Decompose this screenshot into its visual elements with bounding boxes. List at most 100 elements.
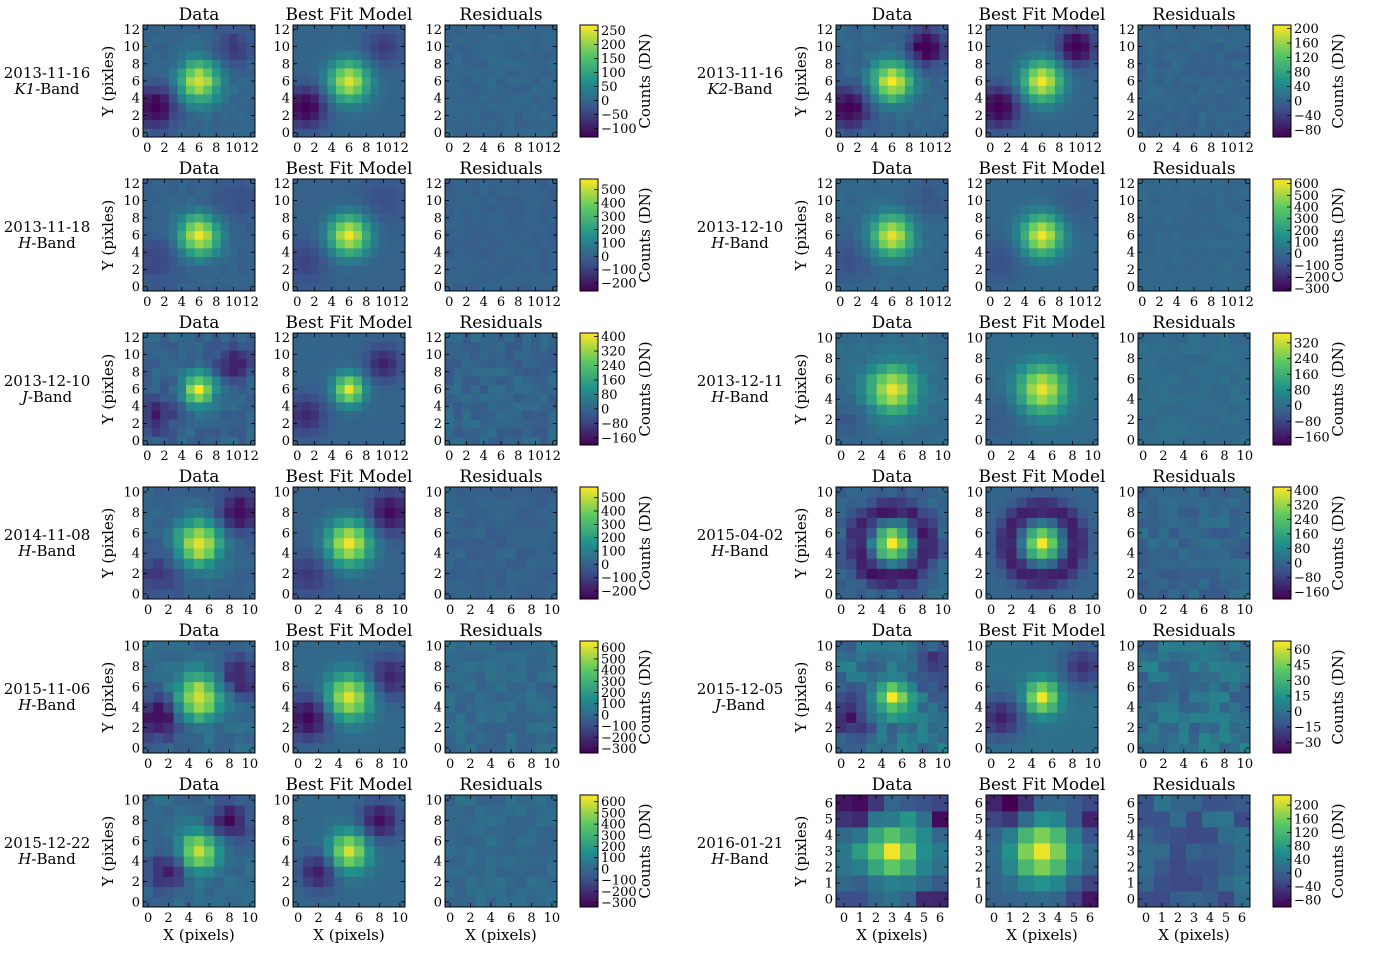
heatmap-cell (939, 102, 949, 112)
heatmap-cell (531, 59, 541, 69)
heatmap-cell (1189, 273, 1199, 283)
heatmap-cell (856, 404, 867, 415)
heatmap-cell (913, 128, 923, 138)
heatmap-cell (488, 282, 498, 292)
heatmap-cell (485, 588, 497, 600)
heatmap-cell (907, 333, 918, 344)
heatmap-cell (193, 578, 205, 590)
heatmap-cell (186, 102, 196, 112)
heatmap-cell (1138, 119, 1148, 129)
heatmap-cell (1172, 247, 1182, 257)
heatmap-cell (344, 282, 354, 292)
heatmap-cell (548, 204, 558, 214)
heatmap-cell (846, 383, 857, 395)
heatmap-cell (986, 68, 996, 78)
heatmap-cell (214, 517, 225, 529)
heatmap-cell (479, 196, 489, 206)
heatmap-cell (475, 517, 487, 529)
heatmap-cell (237, 119, 247, 129)
heatmap-cell (379, 384, 389, 394)
heatmap-cell (323, 661, 335, 672)
heatmap-cell (853, 50, 863, 60)
heatmap-cell (173, 671, 185, 683)
heatmap-cell (246, 282, 256, 292)
heatmap-cell (1080, 213, 1090, 223)
x-tick-label: 4 (871, 295, 879, 310)
heatmap-cell (353, 204, 363, 214)
heatmap-cell (387, 42, 397, 52)
heatmap-cell (548, 93, 558, 103)
heatmap-cell (495, 537, 507, 549)
heatmap-cell (153, 886, 164, 898)
heatmap-cell (844, 222, 854, 232)
heatmap-cell (168, 50, 178, 60)
heatmap-cell (495, 641, 507, 652)
heatmap-cell (244, 795, 256, 806)
heatmap-cell (1224, 247, 1234, 257)
row-date-label: 2014-11-08 (4, 526, 90, 544)
heatmap-cell (313, 835, 324, 847)
heatmap-cell (1181, 42, 1191, 52)
heatmap-cell (370, 196, 380, 206)
heatmap-cell (310, 59, 320, 69)
heatmap-cell (513, 436, 523, 446)
heatmap-cell (220, 25, 230, 35)
heatmap-cell (183, 651, 195, 662)
heatmap-cell (364, 537, 375, 549)
heatmap-cell (168, 25, 178, 35)
heatmap-cell (1163, 68, 1173, 78)
heatmap-cell (479, 384, 489, 394)
heatmap-cell (303, 537, 314, 549)
heatmap-cell (516, 558, 527, 569)
heatmap-cell (1037, 102, 1047, 112)
heatmap-cell (293, 671, 304, 683)
heatmap-cell (143, 341, 153, 351)
heatmap-cell (939, 265, 949, 275)
heatmap-cell (453, 419, 463, 429)
heatmap-cell (168, 85, 178, 95)
heatmap-cell (546, 651, 558, 662)
heatmap-cell (453, 367, 463, 377)
heatmap-cell (303, 487, 314, 498)
heatmap-cell (1080, 282, 1090, 292)
heatmap-cell (193, 712, 205, 723)
heatmap-cell (344, 102, 354, 112)
heatmap-cell (853, 102, 863, 112)
heatmap-cell (353, 350, 363, 360)
heatmap-cell (516, 896, 527, 908)
heatmap-cell (364, 558, 375, 569)
heatmap-cell (994, 68, 1004, 78)
y-tick-label: 0 (434, 280, 442, 295)
heatmap-cell (379, 282, 389, 292)
heatmap-cell (539, 68, 549, 78)
heatmap-cell (370, 25, 380, 35)
heatmap-cell (193, 568, 205, 580)
heatmap-cell (354, 548, 365, 559)
heatmap-cell (224, 578, 236, 590)
heatmap-cell (539, 179, 549, 189)
heatmap-cell (866, 353, 878, 364)
heatmap-cell (1198, 42, 1208, 52)
heatmap-cell (1241, 179, 1251, 189)
heatmap-cell (994, 204, 1004, 214)
heatmap-cell (870, 50, 880, 60)
x-tick-label: 0 (445, 141, 453, 156)
heatmap-cell (183, 548, 195, 559)
heatmap-cell (546, 732, 558, 744)
heatmap-cell (479, 68, 489, 78)
heatmap-cell (327, 341, 337, 351)
heatmap-cell (531, 42, 541, 52)
heatmap-cell (1089, 42, 1099, 52)
heatmap-cell (445, 578, 456, 590)
heatmap-cell (370, 76, 380, 86)
heatmap-cell (163, 712, 174, 723)
heatmap-cell (897, 373, 908, 385)
heatmap-cell (194, 25, 204, 35)
heatmap-cell (836, 25, 846, 35)
heatmap-cell (353, 102, 363, 112)
heatmap-cell (485, 835, 497, 847)
heatmap-cell (333, 671, 345, 683)
heatmap-cell (1163, 93, 1173, 103)
heatmap-cell (1206, 59, 1216, 69)
heatmap-cell (896, 247, 906, 257)
